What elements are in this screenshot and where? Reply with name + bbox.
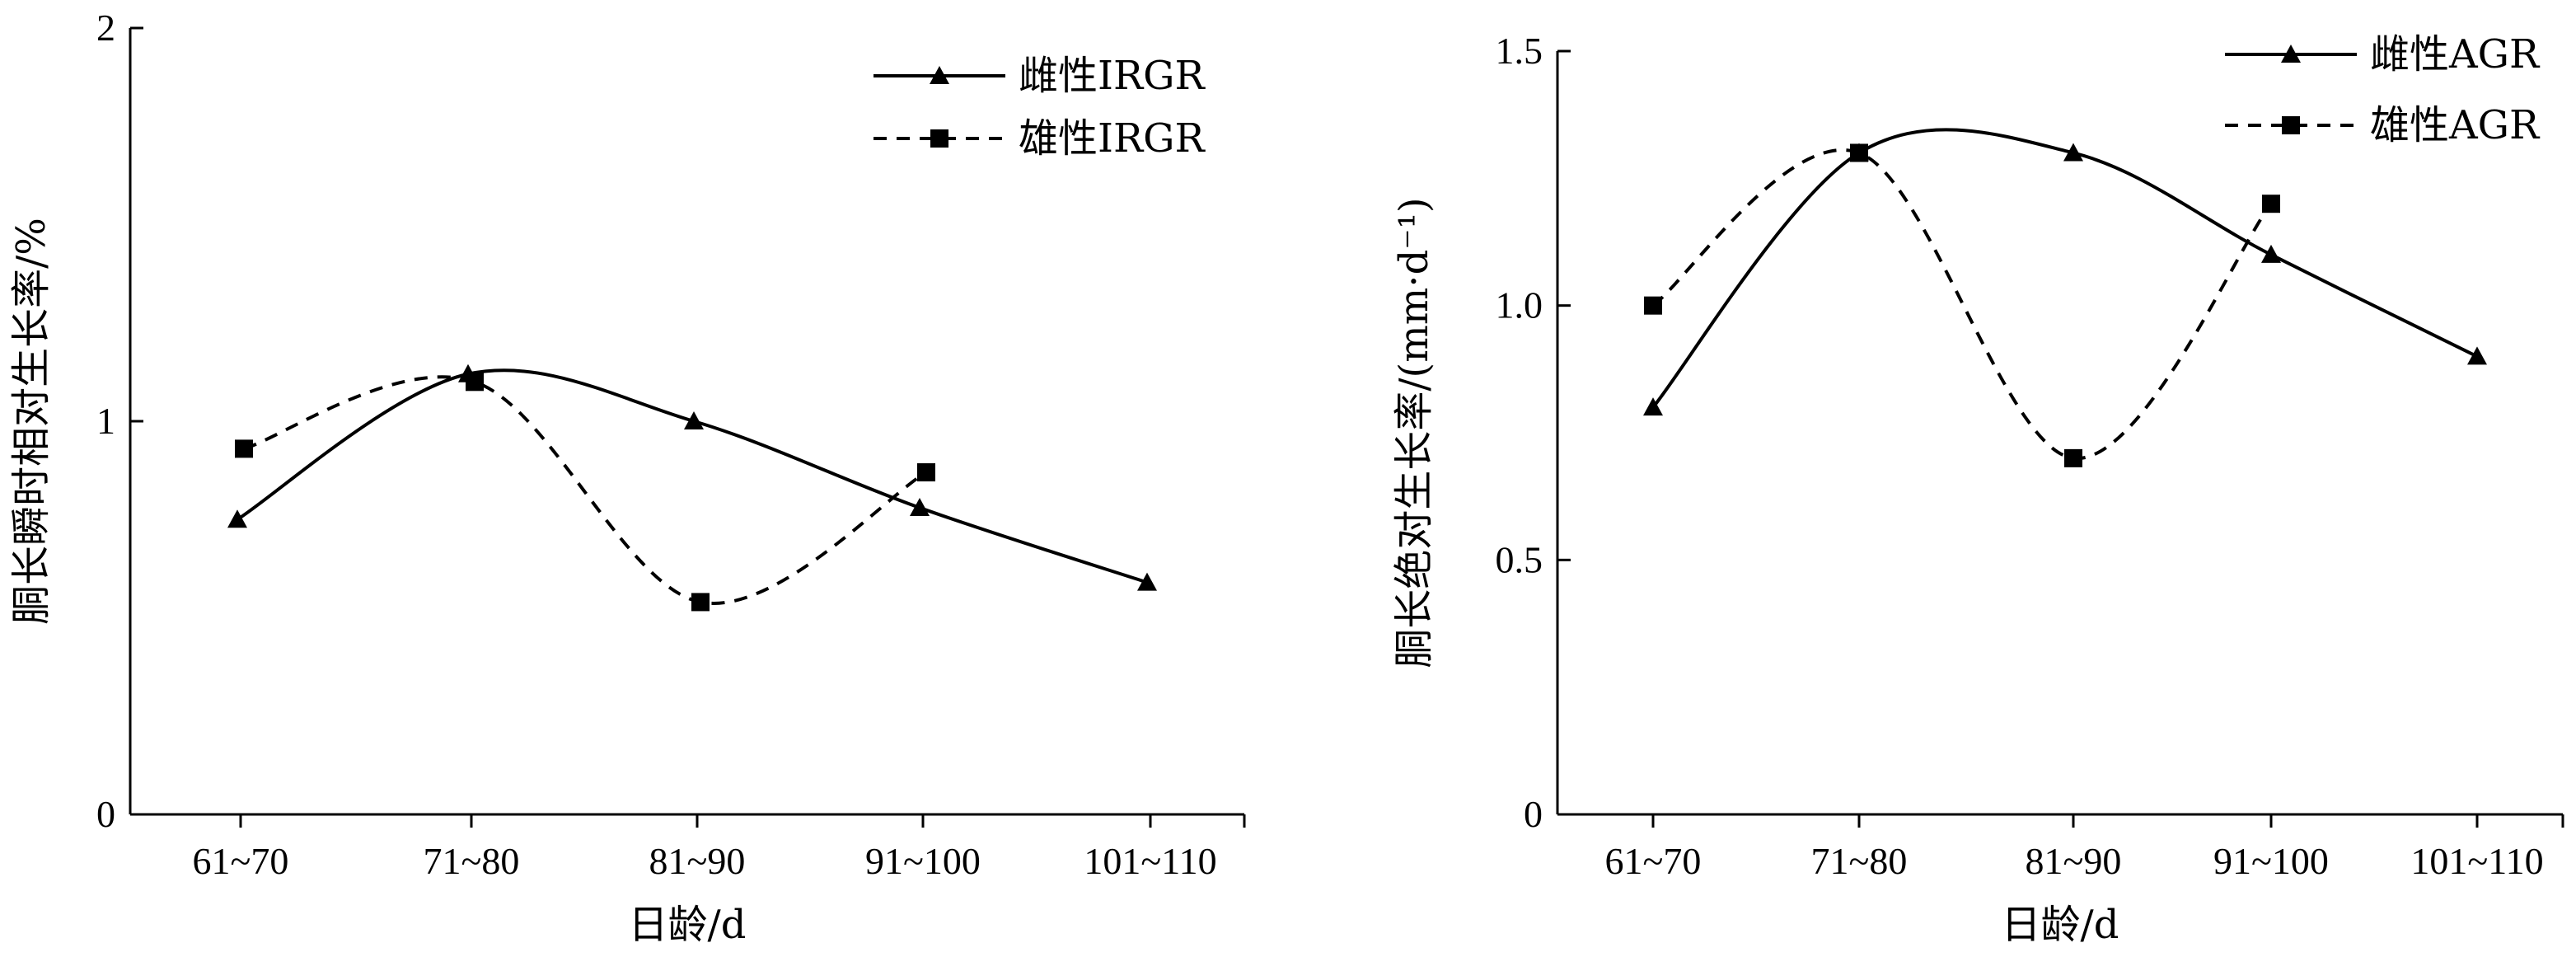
legend-marker-triangle — [2281, 45, 2301, 63]
data-point-square — [2064, 448, 2082, 467]
x-tick-label: 71~80 — [424, 840, 520, 882]
y-tick-label: 0 — [1524, 793, 1543, 835]
data-point-square — [917, 463, 935, 482]
legend-label: 雌性AGR — [2370, 31, 2541, 77]
x-tick-label: 91~100 — [2213, 840, 2329, 882]
data-point-triangle — [2261, 244, 2281, 263]
y-tick-label: 1.0 — [1496, 284, 1543, 326]
y-tick-label: 1.5 — [1496, 30, 1543, 72]
y-tick-label: 0.5 — [1496, 538, 1543, 580]
data-point-triangle — [227, 509, 247, 528]
data-point-square — [1850, 143, 1868, 162]
data-point-square — [2262, 195, 2280, 213]
x-tick-label: 91~100 — [865, 840, 981, 882]
y-tick-label: 2 — [96, 7, 115, 49]
legend-marker-square — [2282, 116, 2300, 134]
data-point-triangle — [2063, 143, 2083, 162]
data-point-triangle — [910, 497, 930, 516]
data-point-square — [466, 373, 484, 392]
data-point-triangle — [1137, 572, 1157, 591]
x-tick-label: 61~70 — [193, 840, 289, 882]
data-point-triangle — [1643, 397, 1663, 416]
data-point-square — [1644, 296, 1662, 315]
legend-label: 雄性IRGR — [1019, 115, 1206, 162]
x-axis-title: 日龄/d — [2002, 902, 2119, 948]
legend-marker-square — [930, 129, 948, 148]
x-axis-title: 日龄/d — [629, 902, 747, 948]
chart-panel-1: 0 1 2 61~70 71~80 81~90 91~100 101~110 日龄/d 胴长瞬时相… — [8, 7, 1246, 948]
series-line-2 — [243, 375, 927, 605]
legend-label: 雄性AGR — [2370, 102, 2541, 148]
y-tick-label: 0 — [96, 793, 115, 835]
chart-panel-2: 0 0.5 1.0 1.5 61~70 71~80 81~90 91~100 101~110 日龄… — [1391, 30, 2564, 948]
data-point-triangle — [2467, 346, 2487, 365]
legend-label: 雌性IRGR — [1019, 53, 1206, 99]
y-axis-title: 胴长瞬时相对生长率/% — [8, 218, 54, 625]
x-tick-label: 101~110 — [1084, 840, 1216, 882]
x-tick-label: 61~70 — [1605, 840, 1702, 882]
legend-marker-triangle — [930, 66, 949, 84]
series-line-1 — [236, 368, 1148, 584]
y-axis-title: 胴长绝对生长率/(mm·d⁻¹) — [1391, 197, 1437, 668]
y-tick-label: 1 — [96, 400, 115, 442]
x-tick-label: 81~90 — [649, 840, 746, 882]
data-point-triangle — [684, 411, 704, 429]
data-point-square — [235, 439, 253, 458]
x-tick-label: 81~90 — [2026, 840, 2122, 882]
series-line-1 — [1651, 128, 2478, 409]
series-line-2 — [1651, 148, 2273, 460]
x-tick-label: 71~80 — [1811, 840, 1908, 882]
data-point-square — [691, 593, 710, 612]
x-tick-label: 101~110 — [2410, 840, 2543, 882]
